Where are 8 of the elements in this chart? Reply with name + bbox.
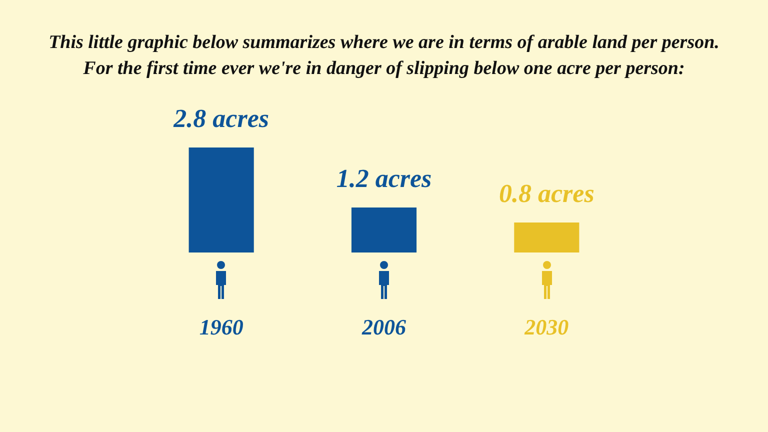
- data-label: 1.2 acres: [336, 164, 432, 194]
- x-tick-label: 2030: [524, 314, 569, 340]
- x-tick-label: 2006: [361, 314, 406, 340]
- data-label: 0.8 acres: [499, 179, 594, 208]
- chart-title: This little graphic below summarizes where we are in terms of arable land per person.: [48, 31, 720, 55]
- data-label: 2.8 acres: [172, 104, 269, 134]
- chart-subtitle: For the first time ever we're in danger of slipping below one acre per person:: [82, 57, 686, 81]
- x-tick-label: 1960: [199, 314, 244, 340]
